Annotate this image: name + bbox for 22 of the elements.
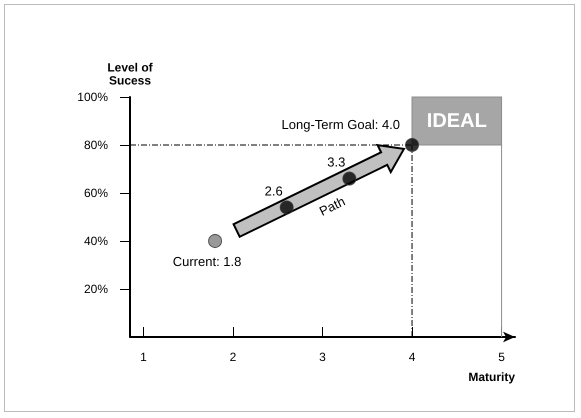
x-tick-label: 3 (319, 350, 326, 364)
y-tick-label: 40% (84, 234, 108, 248)
x-axis-title: Maturity (468, 370, 516, 384)
x-tick-label: 1 (140, 350, 148, 364)
x-tick-label: 4 (408, 350, 416, 364)
y-axis-title: Level of Sucess (107, 60, 154, 88)
point (280, 200, 294, 214)
x-tick-label: 2 (230, 350, 237, 364)
point (342, 172, 356, 186)
annotation: 3.3 (327, 154, 346, 170)
annotation: Current: 1.8 (172, 254, 242, 269)
point (405, 138, 420, 152)
y-tick-label: 20% (84, 282, 108, 296)
x-tick-label: 5 (498, 350, 506, 364)
annotation: 2.6 (264, 183, 283, 198)
y-tick-label: 80% (84, 138, 108, 152)
y-tick-label: 60% (84, 186, 108, 200)
annotation: Long-Term Goal: 4.0 (282, 117, 400, 132)
annotation: Path (316, 194, 348, 219)
y-tick-label: 100% (77, 90, 108, 104)
point (208, 234, 222, 248)
annotation: IDEAL (426, 110, 487, 132)
